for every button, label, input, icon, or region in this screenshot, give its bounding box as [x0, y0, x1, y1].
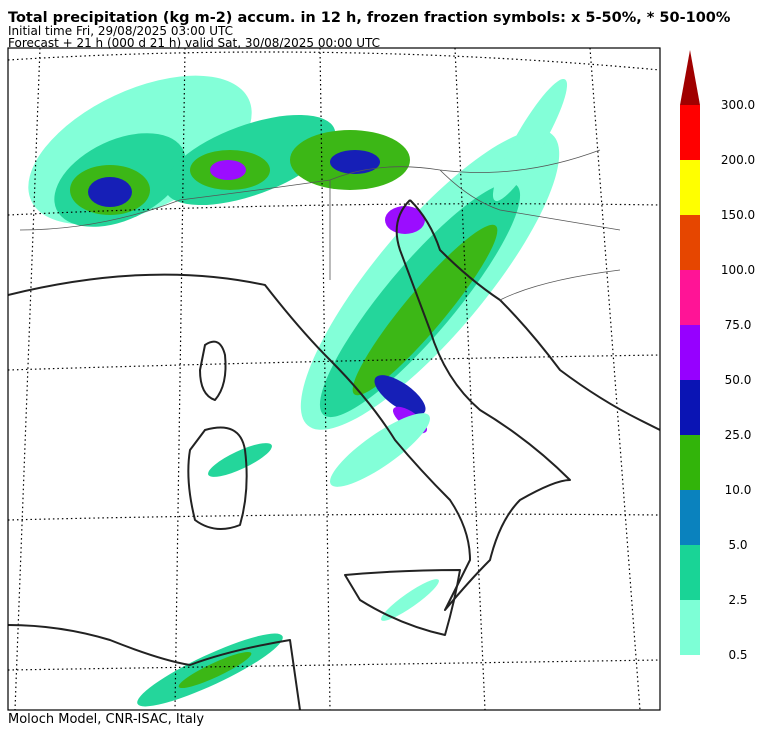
initial-time: Initial time Fri, 29/08/2025 03:00 UTC	[8, 24, 233, 38]
colorbar-label: 0.5	[728, 648, 747, 662]
colorbar-box	[680, 600, 700, 655]
colorbar-label: 75.0	[725, 318, 752, 332]
colorbar-label: 25.0	[725, 428, 752, 442]
colorbar-box	[680, 380, 700, 435]
forecast-time: Forecast + 21 h (000 d 21 h) valid Sat, …	[8, 36, 380, 50]
footer: Moloch Model, CNR-ISAC, Italy	[8, 712, 204, 727]
colorbar: 0.5 2.5 5.0 10.0 25.0 50.0 75.0 100.0 150.0 200.0…	[680, 50, 755, 662]
colorbar-label: 50.0	[725, 373, 752, 387]
colorbar-box	[680, 160, 700, 215]
colorbar-box	[680, 325, 700, 380]
colorbar-box	[680, 215, 700, 270]
colorbar-arrow	[680, 50, 700, 105]
colorbar-box	[680, 435, 700, 490]
title: Total precipitation (kg m-2) accum. in 1…	[8, 10, 731, 26]
colorbar-box	[680, 105, 700, 160]
colorbar-label: 200.0	[721, 153, 755, 167]
colorbar-label: 10.0	[725, 483, 752, 497]
map	[7, 47, 661, 711]
precipitation-field	[28, 75, 568, 707]
colorbar-label: 5.0	[728, 538, 747, 552]
colorbar-label: 2.5	[728, 593, 747, 607]
colorbar-box	[680, 545, 700, 600]
colorbar-label: 100.0	[721, 263, 755, 277]
colorbar-box	[680, 490, 700, 545]
colorbar-label: 150.0	[721, 208, 755, 222]
colorbar-label: 300.0	[721, 98, 755, 112]
colorbar-box	[680, 270, 700, 325]
